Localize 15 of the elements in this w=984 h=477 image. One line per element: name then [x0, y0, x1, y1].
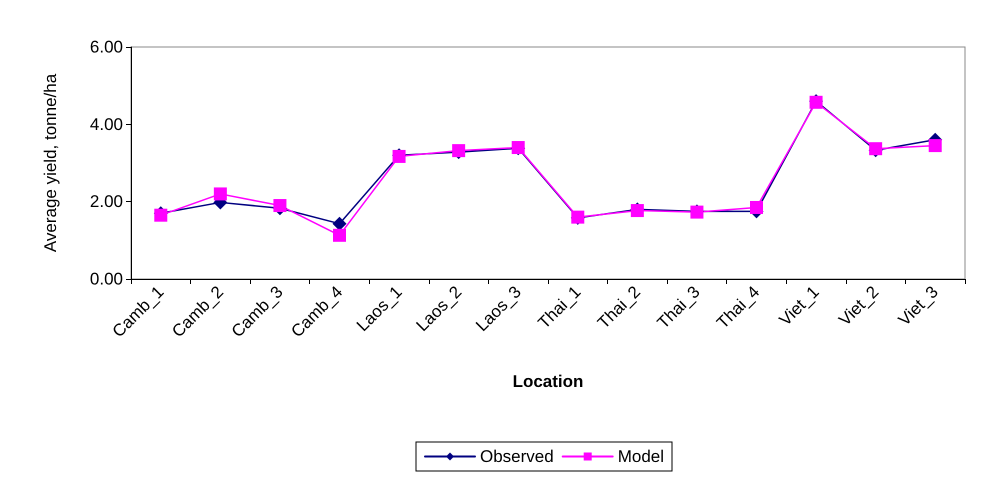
point	[928, 139, 942, 152]
point	[332, 216, 346, 231]
y-tick-label: 2.00	[90, 192, 123, 212]
point	[154, 208, 168, 222]
legend-label: Observed	[480, 447, 554, 466]
point	[273, 199, 286, 212]
y-tick-label: 0.00	[90, 270, 123, 288]
legend-label: Model	[618, 447, 664, 466]
point	[750, 200, 763, 214]
y-tick-label: 4.00	[90, 114, 123, 134]
y-tick-label: 6.00	[90, 38, 123, 56]
point	[333, 228, 346, 242]
y-axis-title: Average yield, tonne/ha	[41, 73, 60, 252]
x-axis-title: Location	[512, 372, 584, 391]
point	[214, 187, 227, 200]
